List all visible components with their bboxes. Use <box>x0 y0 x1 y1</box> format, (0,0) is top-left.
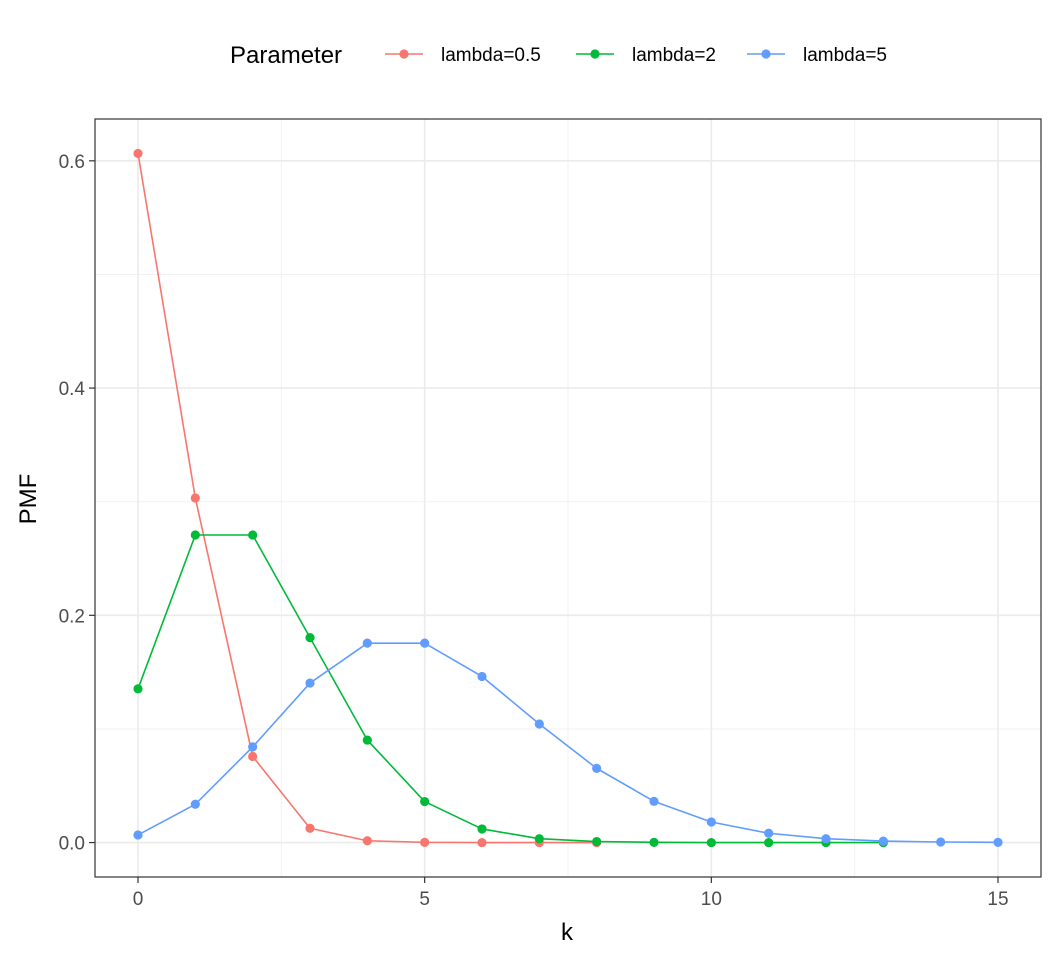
minor-gridlines <box>95 119 1041 877</box>
legend-title: Parameter <box>230 42 342 69</box>
y-axis-title: PMF <box>15 474 42 525</box>
data-point-series-3 <box>420 638 430 648</box>
series-points <box>133 148 1003 848</box>
data-point-series-3 <box>190 799 200 809</box>
data-point-series-2 <box>305 632 315 643</box>
data-point-series-1 <box>133 148 143 159</box>
data-point-series-2 <box>248 530 258 540</box>
data-point-series-3 <box>305 678 315 688</box>
data-point-series-3 <box>248 742 258 752</box>
data-point-series-1 <box>305 823 315 833</box>
data-point-series-3 <box>362 638 372 648</box>
y-tick-label: 0.4 <box>59 379 86 400</box>
data-point-series-3 <box>764 828 774 838</box>
x-axis: 0 5 10 15 <box>133 877 1009 910</box>
legend-label: lambda=5 <box>803 45 887 66</box>
data-point-series-3 <box>993 837 1003 847</box>
legend-label: lambda=2 <box>632 45 716 66</box>
data-point-series-1 <box>420 837 430 847</box>
data-point-series-1 <box>477 837 487 848</box>
data-point-series-2 <box>592 836 602 847</box>
data-point-series-2 <box>649 837 659 847</box>
data-point-series-3 <box>477 671 487 682</box>
data-point-series-2 <box>706 837 716 848</box>
data-point-series-3 <box>936 837 946 847</box>
data-point-series-1 <box>190 493 200 503</box>
data-point-series-3 <box>534 719 544 729</box>
data-point-series-3 <box>592 763 602 773</box>
data-point-series-3 <box>133 830 143 840</box>
series-line-3 <box>137 642 999 844</box>
data-point-series-2 <box>190 530 200 540</box>
x-axis-title: k <box>561 919 574 946</box>
legend-key-point <box>761 49 771 59</box>
y-axis: 0.0 0.2 0.4 0.6 <box>59 152 95 855</box>
x-tick-label: 15 <box>987 889 1008 910</box>
legend-items: lambda=0.5 lambda=2 lambda=5 <box>385 45 887 66</box>
data-point-series-2 <box>420 796 430 807</box>
data-point-series-2 <box>133 684 143 694</box>
x-tick-label: 5 <box>419 889 430 910</box>
data-point-series-3 <box>878 836 888 846</box>
legend-label: lambda=0.5 <box>441 45 541 66</box>
legend-key-point <box>590 49 600 59</box>
x-tick-label: 0 <box>133 889 144 910</box>
data-point-series-3 <box>649 796 659 806</box>
y-tick-label: 0.2 <box>59 606 85 627</box>
x-tick-label: 10 <box>701 889 722 910</box>
data-point-series-2 <box>534 834 544 844</box>
legend-key-point <box>399 49 409 59</box>
data-point-series-2 <box>362 735 372 745</box>
y-tick-label: 0.0 <box>59 834 85 855</box>
data-point-series-1 <box>248 751 258 762</box>
y-tick-label: 0.6 <box>59 152 85 173</box>
data-point-series-1 <box>362 836 372 846</box>
panel-border <box>94 118 1042 878</box>
series-line-2 <box>137 534 884 844</box>
legend: Parameter lambda=0.5 lambda=2 lambda=5 <box>230 42 887 69</box>
data-point-series-3 <box>706 817 716 827</box>
data-point-series-2 <box>477 824 487 834</box>
data-point-series-3 <box>821 834 831 844</box>
data-point-series-2 <box>764 837 774 848</box>
plot-panel <box>94 118 1042 878</box>
